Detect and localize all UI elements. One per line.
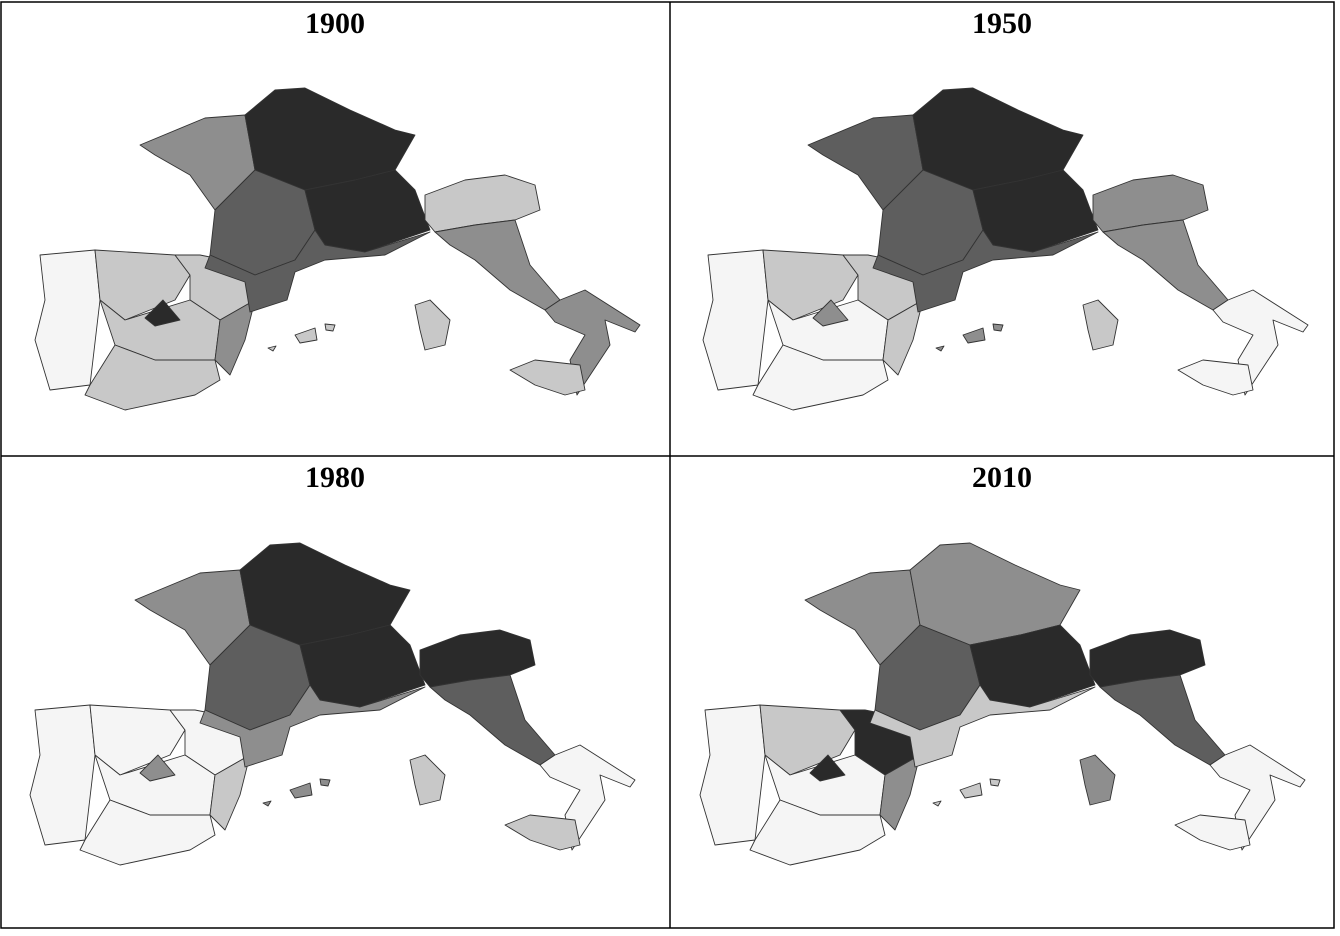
- map: [699, 542, 1306, 866]
- map: [29, 542, 636, 866]
- panel-title: 1950: [972, 7, 1032, 40]
- map: [34, 87, 641, 411]
- map: [702, 87, 1309, 411]
- panel-title: 1900: [305, 7, 365, 40]
- panel-title: 1980: [305, 461, 365, 494]
- panel-title: 2010: [972, 461, 1032, 494]
